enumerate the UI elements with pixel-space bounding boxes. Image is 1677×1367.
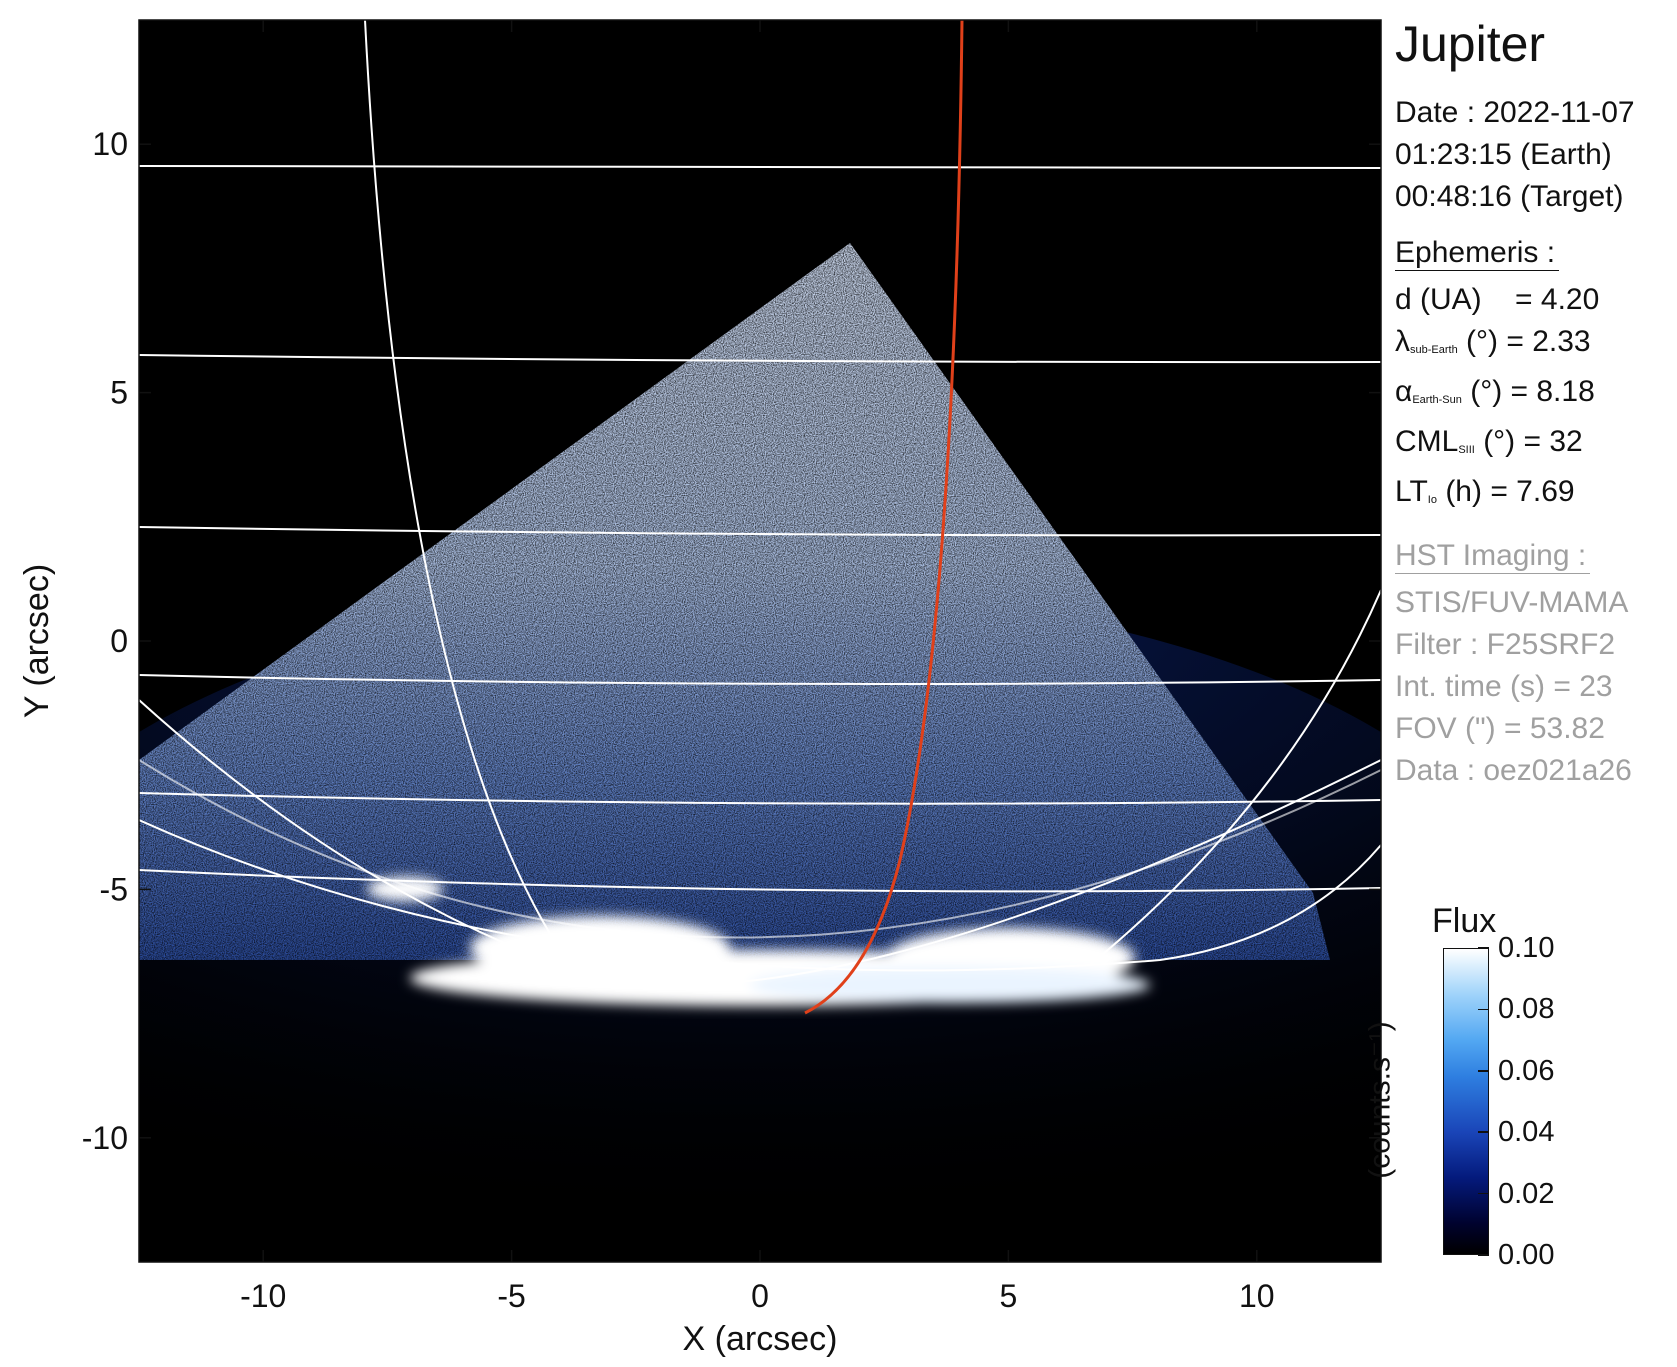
- imaging-row: STIS/FUV-MAMA: [1395, 586, 1629, 619]
- ephemeris-symbol: α: [1395, 375, 1413, 408]
- colorbar-tick-label: 0.04: [1498, 1116, 1555, 1149]
- ephemeris-row: αEarth-Sun (°) = 8.18: [1395, 371, 1675, 421]
- axes: -10 -5 0 5 10 10 5 0 -5 -10 X (arcsec) Y (arcsec): [18, 20, 1381, 1358]
- colorbar-tick-label: 0.10: [1498, 932, 1555, 964]
- colorbar-tick-label: 0.02: [1498, 1177, 1555, 1210]
- earth-time-text: 01:23:15 (Earth): [1395, 138, 1612, 171]
- y-tick-label: -5: [100, 871, 128, 907]
- ephemeris-row: CMLSIII (°) = 32: [1395, 421, 1675, 471]
- ephemeris-header: Ephemeris :: [1395, 236, 1560, 271]
- ephemeris-value: (°) = 8.18: [1461, 375, 1595, 408]
- ephemeris-list: d (UA) = 4.20 λsub-Earth (°) = 2.33 αEarth…: [1395, 279, 1675, 521]
- imaging-header: HST Imaging :: [1395, 539, 1591, 574]
- y-tick-label: 10: [92, 126, 128, 162]
- io-footprint-track: [804, 20, 964, 1015]
- target-title: Jupiter: [1395, 16, 1546, 72]
- colorbar-tick-label: 0.06: [1498, 1054, 1555, 1087]
- imaging-list: STIS/FUV-MAMA Filter : F25SRF2 Int. time (…: [1395, 582, 1675, 792]
- x-tick-label: 0: [751, 1278, 769, 1314]
- ephemeris-subscript: SIII: [1458, 444, 1475, 456]
- colorbar-units: (counts.s⁻¹): [1363, 1021, 1397, 1179]
- ephemeris-value: (h) = 7.69: [1436, 475, 1575, 508]
- imaging-row: Data : oez021a26: [1395, 754, 1632, 787]
- ephemeris-subscript: sub-Earth: [1410, 344, 1458, 356]
- colorbar-tick-label: 0.00: [1498, 1239, 1555, 1271]
- y-axis-title: Y (arcsec): [18, 564, 56, 718]
- colorbar: [1443, 948, 1489, 1255]
- ephemeris-symbol: λ: [1395, 325, 1410, 358]
- x-tick-label: 5: [1000, 1278, 1018, 1314]
- target-time-text: 00:48:16 (Target): [1395, 180, 1624, 213]
- x-tick-label: 10: [1239, 1278, 1275, 1314]
- ephemeris-row: LTIo (h) = 7.69: [1395, 471, 1675, 521]
- y-tick-label: 5: [110, 375, 128, 411]
- ephemeris-row: d (UA) = 4.20: [1395, 279, 1675, 321]
- x-tick-label: -10: [240, 1278, 286, 1314]
- y-tick-label: -10: [82, 1120, 128, 1156]
- ephemeris-subscript: Io: [1427, 494, 1437, 506]
- date-text: Date : 2022-11-07: [1395, 96, 1635, 129]
- colorbar-tick-mark: [1478, 1070, 1489, 1072]
- ephemeris-symbol: d (UA): [1395, 283, 1482, 316]
- colorbar-tick-mark: [1478, 1192, 1489, 1195]
- ephemeris-row: λsub-Earth (°) = 2.33: [1395, 321, 1675, 371]
- x-axis-title: X (arcsec): [683, 1320, 838, 1358]
- imaging-row: FOV (") = 53.82: [1395, 712, 1605, 745]
- imaging-row: Filter : F25SRF2: [1395, 628, 1616, 661]
- colorbar-tick-mark: [1478, 1131, 1489, 1133]
- detector-wedge-noise: [139, 243, 1330, 960]
- ephemeris-symbol: CML: [1395, 425, 1459, 458]
- ephemeris-value: (°) = 2.33: [1457, 325, 1591, 358]
- colorbar-tick-mark: [1478, 947, 1489, 949]
- info-panel: Jupiter Date : 2022-11-07 01:23:15 (Eart…: [1395, 14, 1675, 792]
- x-tick-label: -5: [497, 1278, 525, 1314]
- ephemeris-value: (°) = 32: [1474, 425, 1583, 458]
- y-tick-label: 0: [110, 623, 128, 659]
- imaging-row: Int. time (s) = 23: [1395, 670, 1613, 703]
- latlon-grid: [139, 20, 1381, 987]
- ephemeris-value: = 4.20: [1481, 283, 1600, 316]
- colorbar-tick-mark: [1478, 1254, 1489, 1256]
- ephemeris-subscript: Earth-Sun: [1412, 394, 1462, 406]
- colorbar-title: Flux: [1432, 902, 1497, 940]
- colorbar-tick-mark: [1478, 1008, 1489, 1011]
- ephemeris-symbol: LT: [1395, 475, 1428, 508]
- colorbar-tick-label: 0.08: [1498, 993, 1555, 1026]
- auroral-image: [139, 20, 1381, 1262]
